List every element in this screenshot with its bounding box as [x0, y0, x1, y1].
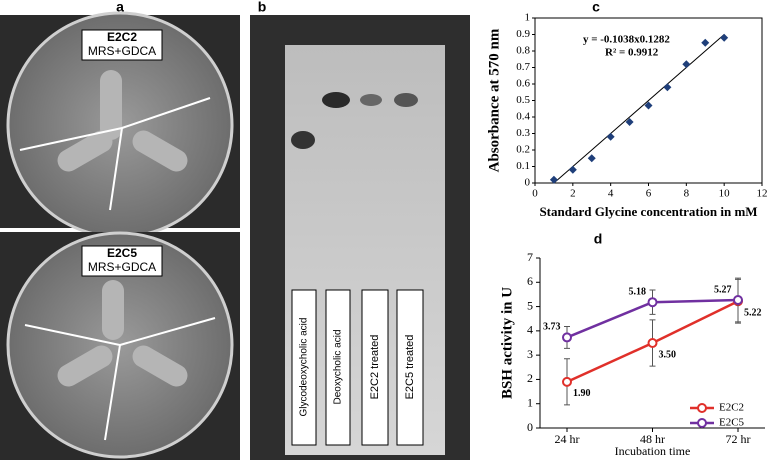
y-tick-label: 0	[525, 177, 531, 189]
legend-marker	[697, 403, 707, 413]
y-tick-label: 3	[527, 347, 533, 361]
panel-label: a	[116, 0, 124, 15]
tlc-photo	[250, 15, 470, 460]
value-label: 5.22	[744, 308, 762, 319]
y-tick-label: 1	[527, 395, 533, 409]
legend-label: E2C2	[719, 402, 744, 414]
point	[568, 165, 577, 174]
x-tick-label: 10	[719, 188, 731, 200]
y-tick-label: 0.7	[516, 61, 530, 73]
y-tick-label: 0.9	[516, 28, 530, 40]
point	[720, 33, 729, 42]
point	[647, 338, 658, 348]
point	[625, 117, 634, 126]
point	[701, 38, 710, 47]
lane-label: E2C5 treated	[404, 335, 416, 400]
y-tick-label: 0.3	[516, 127, 530, 139]
value-label: 3.73	[543, 322, 561, 333]
point	[562, 376, 572, 387]
plate-strain: E2C2	[107, 30, 137, 44]
legend-label: E2C5	[719, 417, 745, 429]
annotation: y = -0.1038x0.1282	[583, 34, 670, 46]
x-tick-label: 6	[646, 188, 652, 200]
y-tick-label: 1	[525, 12, 531, 24]
value-label: 1.90	[573, 388, 591, 399]
point	[733, 295, 743, 306]
y-tick-label: 0.8	[516, 45, 530, 57]
x-tick-label: 2	[570, 188, 576, 200]
panel-label: d	[594, 231, 603, 247]
plate-medium: MRS+GDCA	[88, 44, 156, 58]
x-tick-label: 12	[757, 188, 768, 200]
point	[562, 332, 572, 343]
y-tick-label: 0.2	[516, 144, 530, 156]
point	[606, 132, 615, 141]
point	[682, 60, 691, 69]
point	[549, 175, 558, 184]
point	[587, 154, 596, 163]
y-tick-label: 0.6	[516, 78, 530, 90]
x-axis-label: Incubation time	[615, 444, 691, 458]
y-axis-label: Absorbance at 570 nm	[486, 28, 502, 172]
y-tick-label: 4	[527, 323, 533, 337]
lane-label: Deoxycholic acid	[333, 329, 344, 404]
value-label: 3.50	[659, 349, 677, 360]
value-label: 5.18	[629, 286, 647, 297]
plate-strain: E2C5	[107, 246, 137, 260]
point	[647, 297, 658, 308]
y-tick-label: 7	[527, 250, 533, 264]
y-tick-label: 0.5	[516, 94, 530, 106]
panel-label: c	[592, 0, 600, 15]
lane-label: E2C2 treated	[369, 335, 381, 400]
value-label: 5.27	[714, 284, 732, 295]
panel-label: b	[258, 0, 267, 15]
plate-photo	[0, 11, 240, 239]
legend-marker	[697, 418, 707, 428]
annotation: R² = 0.9912	[605, 47, 659, 59]
x-tick-label: 8	[684, 188, 690, 200]
trendline	[553, 34, 725, 184]
y-tick-label: 0.1	[516, 160, 530, 172]
y-tick-label: 0.4	[516, 111, 530, 123]
point	[663, 83, 672, 92]
y-tick-label: 6	[527, 274, 533, 288]
y-axis-label: BSH activity in U	[499, 287, 515, 399]
y-tick-label: 5	[527, 298, 533, 312]
x-axis-label: Standard Glycine concentration in mM	[539, 204, 757, 219]
lane-label: Glycodeoxycholic acid	[299, 318, 310, 417]
x-tick-label: 24 hr	[555, 432, 580, 446]
y-tick-label: 2	[527, 371, 533, 385]
x-tick-label: 48 hr	[640, 432, 665, 446]
plate-photo	[0, 231, 240, 460]
x-tick-label: 72 hr	[726, 432, 751, 446]
plate-medium: MRS+GDCA	[88, 260, 156, 274]
x-tick-label: 4	[608, 188, 614, 200]
x-tick-label: 0	[532, 188, 538, 200]
y-tick-label: 0	[527, 420, 533, 434]
point	[644, 101, 653, 110]
